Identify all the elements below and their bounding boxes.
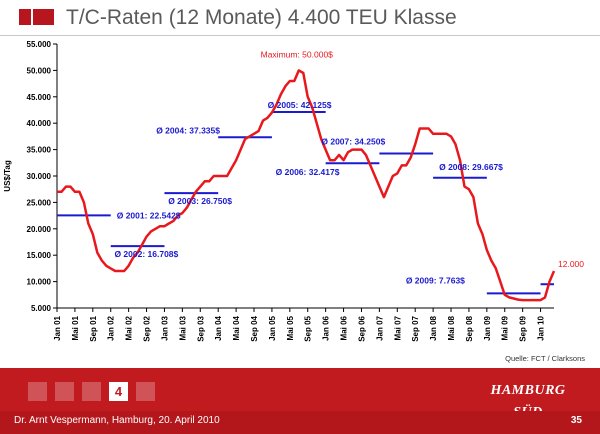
x-tick-label: Jan 06 [322, 315, 331, 340]
x-tick-label: Mai 09 [501, 315, 510, 340]
x-tick-label: Mai 07 [393, 315, 402, 340]
x-tick-label: Mai 02 [125, 315, 134, 340]
average-label: Ø 2005: 42.125$ [268, 100, 332, 110]
y-tick-label: 15.000 [27, 251, 52, 260]
source-note: Quelle: FCT / Clarksons [505, 354, 585, 363]
average-label: Ø 2003: 26.750$ [168, 196, 232, 206]
tc-rate-chart: 5.000 10.000 15.000 20.000 25.000 30.000 35.00… [3, 40, 585, 363]
x-tick-label: Sep 05 [304, 315, 313, 341]
y-tick-label: 20.000 [27, 225, 52, 234]
maximum-annotation: Maximum: 50.000$ [261, 49, 334, 59]
page-number: 35 [570, 415, 582, 426]
y-tick-label: 25.000 [27, 198, 52, 207]
last-value-annotation: 12.000 [558, 259, 584, 269]
page-button-current[interactable]: 4 [109, 382, 128, 401]
x-tick-label: Jan 01 [53, 315, 62, 340]
x-tick-label: Sep 06 [357, 315, 366, 341]
x-tick-label: Jan 02 [107, 315, 116, 340]
x-tick-label: Sep 08 [465, 315, 474, 341]
x-tick-label: Jan 05 [268, 315, 277, 340]
average-label: Ø 2006: 32.417$ [276, 167, 340, 177]
y-tick-label: 50.000 [27, 66, 52, 75]
x-tick-label: Mai 05 [286, 315, 295, 340]
y-tick-label: 40.000 [27, 119, 52, 128]
x-tick-label: Mai 08 [447, 315, 456, 340]
average-label: Ø 2004: 37.335$ [156, 125, 220, 135]
footer-bar [0, 411, 600, 434]
x-tick-label: Jan 04 [214, 315, 223, 340]
x-tick-label: Sep 09 [519, 315, 528, 341]
bottom-band [0, 368, 600, 411]
average-label: Ø 2009: 7.763$ [406, 275, 465, 285]
average-label: Ø 2007: 34.250$ [321, 137, 385, 147]
page-button-2[interactable] [55, 382, 74, 401]
y-axis-label: US$/Tag [3, 160, 12, 192]
page-title: T/C-Raten (12 Monate) 4.400 TEU Klasse [66, 6, 457, 29]
average-label: Ø 2001: 22.542$ [117, 210, 181, 220]
x-tick-label: Jan 09 [483, 315, 492, 340]
x-tick-label: Mai 04 [232, 315, 241, 340]
average-label: Ø 2008: 29.667$ [439, 162, 503, 172]
page-button-3[interactable] [82, 382, 101, 401]
rate-line [57, 69, 556, 302]
page-button-1[interactable] [28, 382, 47, 401]
page-button-5[interactable] [136, 382, 155, 401]
y-tick-label: 30.000 [27, 172, 52, 181]
y-tick-label: 10.000 [27, 278, 52, 287]
y-tick-label: 5.000 [31, 304, 52, 313]
logo-mark-left [19, 9, 31, 25]
y-tick-label: 55.000 [27, 40, 52, 49]
logo-mark-right [33, 9, 54, 25]
x-tick-label: Sep 04 [250, 315, 259, 341]
average-label: Ø 2002: 16.708$ [114, 249, 178, 259]
x-tick-label: Mai 03 [178, 315, 187, 340]
x-tick-label: Jan 08 [429, 315, 438, 340]
brand-logo: HAMBURG SÜD [490, 383, 566, 420]
x-tick-label: Jan 03 [160, 315, 169, 340]
x-tick-label: Jan 10 [537, 315, 546, 340]
x-tick-label: Sep 01 [89, 315, 98, 341]
footer-author: Dr. Arnt Vespermann, Hamburg, 20. April … [14, 415, 220, 426]
y-tick-label: 45.000 [27, 93, 52, 102]
x-tick-label: Mai 06 [340, 315, 349, 340]
x-tick-label: Sep 02 [143, 315, 152, 341]
x-tick-label: Jan 07 [375, 315, 384, 340]
y-tick-label: 35.000 [27, 146, 52, 155]
x-tick-label: Sep 03 [196, 315, 205, 341]
title-bar: T/C-Raten (12 Monate) 4.400 TEU Klasse [0, 0, 600, 36]
title-divider [0, 35, 600, 36]
x-tick-label: Mai 01 [71, 315, 80, 340]
x-tick-label: Sep 07 [411, 315, 420, 341]
